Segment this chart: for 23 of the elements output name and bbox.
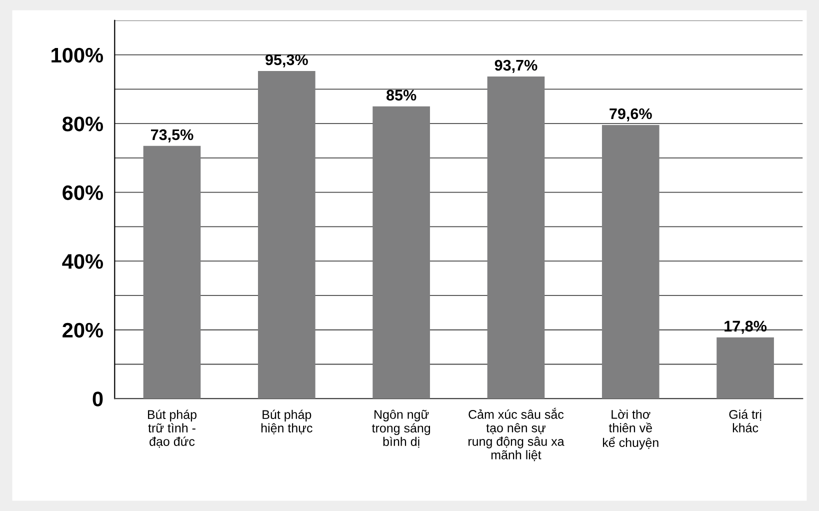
x-tick-label: Bút pháp hiện thực	[261, 410, 312, 434]
y-tick-label: 40%	[62, 254, 103, 269]
y-tick-label: 100%	[52, 48, 103, 63]
bar	[487, 76, 545, 399]
x-tick-label: Cảm xúc sâu sắc tạo nên sự rung động sâu xa mãnh liệt	[468, 408, 564, 462]
y-tick-label: 80%	[62, 116, 103, 132]
bar	[372, 106, 430, 399]
bar	[716, 337, 774, 399]
data-label: 93,7%	[494, 60, 538, 73]
y-tick-label: 60%	[62, 185, 103, 200]
data-label: 95,3%	[266, 54, 308, 68]
bar	[143, 146, 201, 399]
data-label: 79,6%	[610, 108, 652, 122]
bar	[258, 70, 316, 399]
data-label: 73,5%	[150, 129, 194, 142]
x-tick-label: Giá trị khác	[729, 410, 762, 432]
data-label: 85%	[386, 90, 416, 101]
x-tick-label: Bút pháp trữ tình - đạo đức	[148, 410, 196, 448]
x-tick-label: Lời thơ thiên về kể chuyện	[602, 410, 658, 450]
y-tick-label: 20%	[62, 322, 103, 338]
x-tick-label: Ngôn ngữ trong sáng bình dị	[372, 410, 430, 448]
bar	[602, 124, 660, 399]
y-tick-label: 0	[92, 392, 103, 406]
